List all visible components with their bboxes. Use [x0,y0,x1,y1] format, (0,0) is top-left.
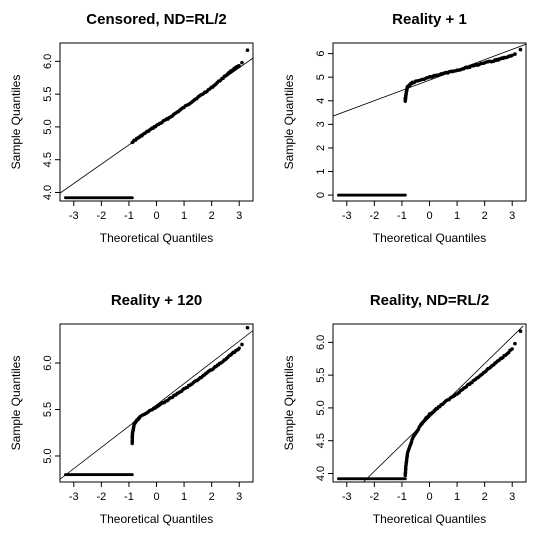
x-tick-label: -3 [342,210,352,222]
floor-point [403,477,407,481]
outlier-point [518,329,523,334]
chart-title: Reality + 120 [111,292,202,309]
outlier-point [130,435,135,440]
x-axis-label: Theoretical Quantiles [100,231,213,245]
x-tick-label: 0 [426,491,432,503]
x-tick-label: 3 [236,210,242,222]
x-tick-label: -2 [369,491,379,503]
outlier-point [245,325,250,330]
x-tick-label: -3 [69,491,79,503]
qq-panel-3: Reality + 120 -3 -2 -1 0 1 2 3 5.0 5.5 6.0 Theoreti… [9,292,254,526]
y-tick-label: 6 [315,51,327,57]
y-tick-label: 3 [315,121,327,127]
y-tick-label: 6.0 [42,54,54,69]
x-tick-label: 1 [181,210,187,222]
x-axis-label: Theoretical Quantiles [100,512,213,526]
x-tick-label: 3 [509,491,515,503]
x-tick-label: 1 [454,491,460,503]
chart-title: Reality + 1 [392,11,467,28]
x-tick-label: 3 [236,491,242,503]
y-tick-label: 5.5 [42,402,54,417]
y-axis-label: Sample Quantiles [9,75,23,170]
x-tick-label: -2 [96,491,106,503]
y-tick-label: 4.0 [42,185,54,200]
outlier-point [403,96,408,101]
outlier-point [240,60,244,65]
x-tick-label: 2 [482,210,488,222]
floor-point [130,473,134,477]
qq-reference-line [60,330,253,480]
chart-title: Reality, ND=RL/2 [370,292,489,309]
x-tick-label: -1 [124,210,134,222]
outlier-point [518,47,523,52]
x-tick-label: -3 [69,210,79,222]
sample-point [237,346,241,350]
data-area [333,43,526,197]
data-area [60,325,253,480]
qq-panel-2: Reality + 1 -3 -2 -1 0 1 2 3 0 1 2 3 4 5 6 Theoretical … [282,11,527,245]
y-tick-label: 2 [315,145,327,151]
qq-panel-1: Censored, ND=RL/2 -3 -2 -1 0 1 2 3 4.0 4.5 5.0 5.5 6… [9,11,254,245]
x-tick-label: 1 [181,491,187,503]
x-tick-label: -1 [397,491,407,503]
x-tick-label: 0 [153,210,159,222]
x-tick-label: 0 [426,210,432,222]
y-tick-label: 5.0 [42,119,54,134]
x-tick-label: -1 [124,491,134,503]
y-tick-label: 5.0 [42,448,54,463]
data-area [337,325,524,482]
x-axis-label: Theoretical Quantiles [373,512,486,526]
outlier-point [240,342,244,347]
x-tick-label: 2 [209,491,215,503]
y-tick-label: 4.0 [315,466,327,481]
y-tick-label: 4.5 [42,152,54,167]
x-tick-label: -1 [397,210,407,222]
outlier-point [245,48,250,53]
y-tick-label: 5 [315,74,327,80]
x-tick-label: 2 [482,491,488,503]
sample-point [510,53,514,57]
data-area [60,48,253,200]
floor-point [403,193,407,197]
y-tick-label: 0 [315,192,327,198]
y-tick-label: 1 [315,168,327,174]
y-axis-label: Sample Quantiles [9,356,23,451]
x-tick-label: 1 [454,210,460,222]
y-axis-label: Sample Quantiles [282,75,296,170]
floor-point [130,196,134,200]
qq-panel-4: Reality, ND=RL/2 -3 -2 -1 0 1 2 3 4.0 4.5 5.0 5.5 6.… [282,292,527,526]
x-axis-label: Theoretical Quantiles [373,231,486,245]
x-tick-label: -3 [342,491,352,503]
y-tick-label: 6.0 [42,355,54,370]
qq-reference-line [333,43,526,117]
outlier-point [513,52,517,56]
outlier-point [513,341,517,346]
sample-point [510,347,514,351]
x-tick-label: -2 [369,210,379,222]
y-axis-label: Sample Quantiles [282,356,296,451]
y-tick-label: 5.5 [315,367,327,382]
x-tick-label: 0 [153,491,159,503]
y-tick-label: 6.0 [315,335,327,350]
y-tick-label: 4 [315,98,327,104]
x-tick-label: 3 [509,210,515,222]
chart-title: Censored, ND=RL/2 [86,11,226,28]
y-tick-label: 5.5 [42,86,54,101]
sample-point [237,64,241,68]
y-tick-label: 5.0 [315,400,327,415]
y-tick-label: 4.5 [315,433,327,448]
x-tick-label: -2 [96,210,106,222]
x-tick-label: 2 [209,210,215,222]
